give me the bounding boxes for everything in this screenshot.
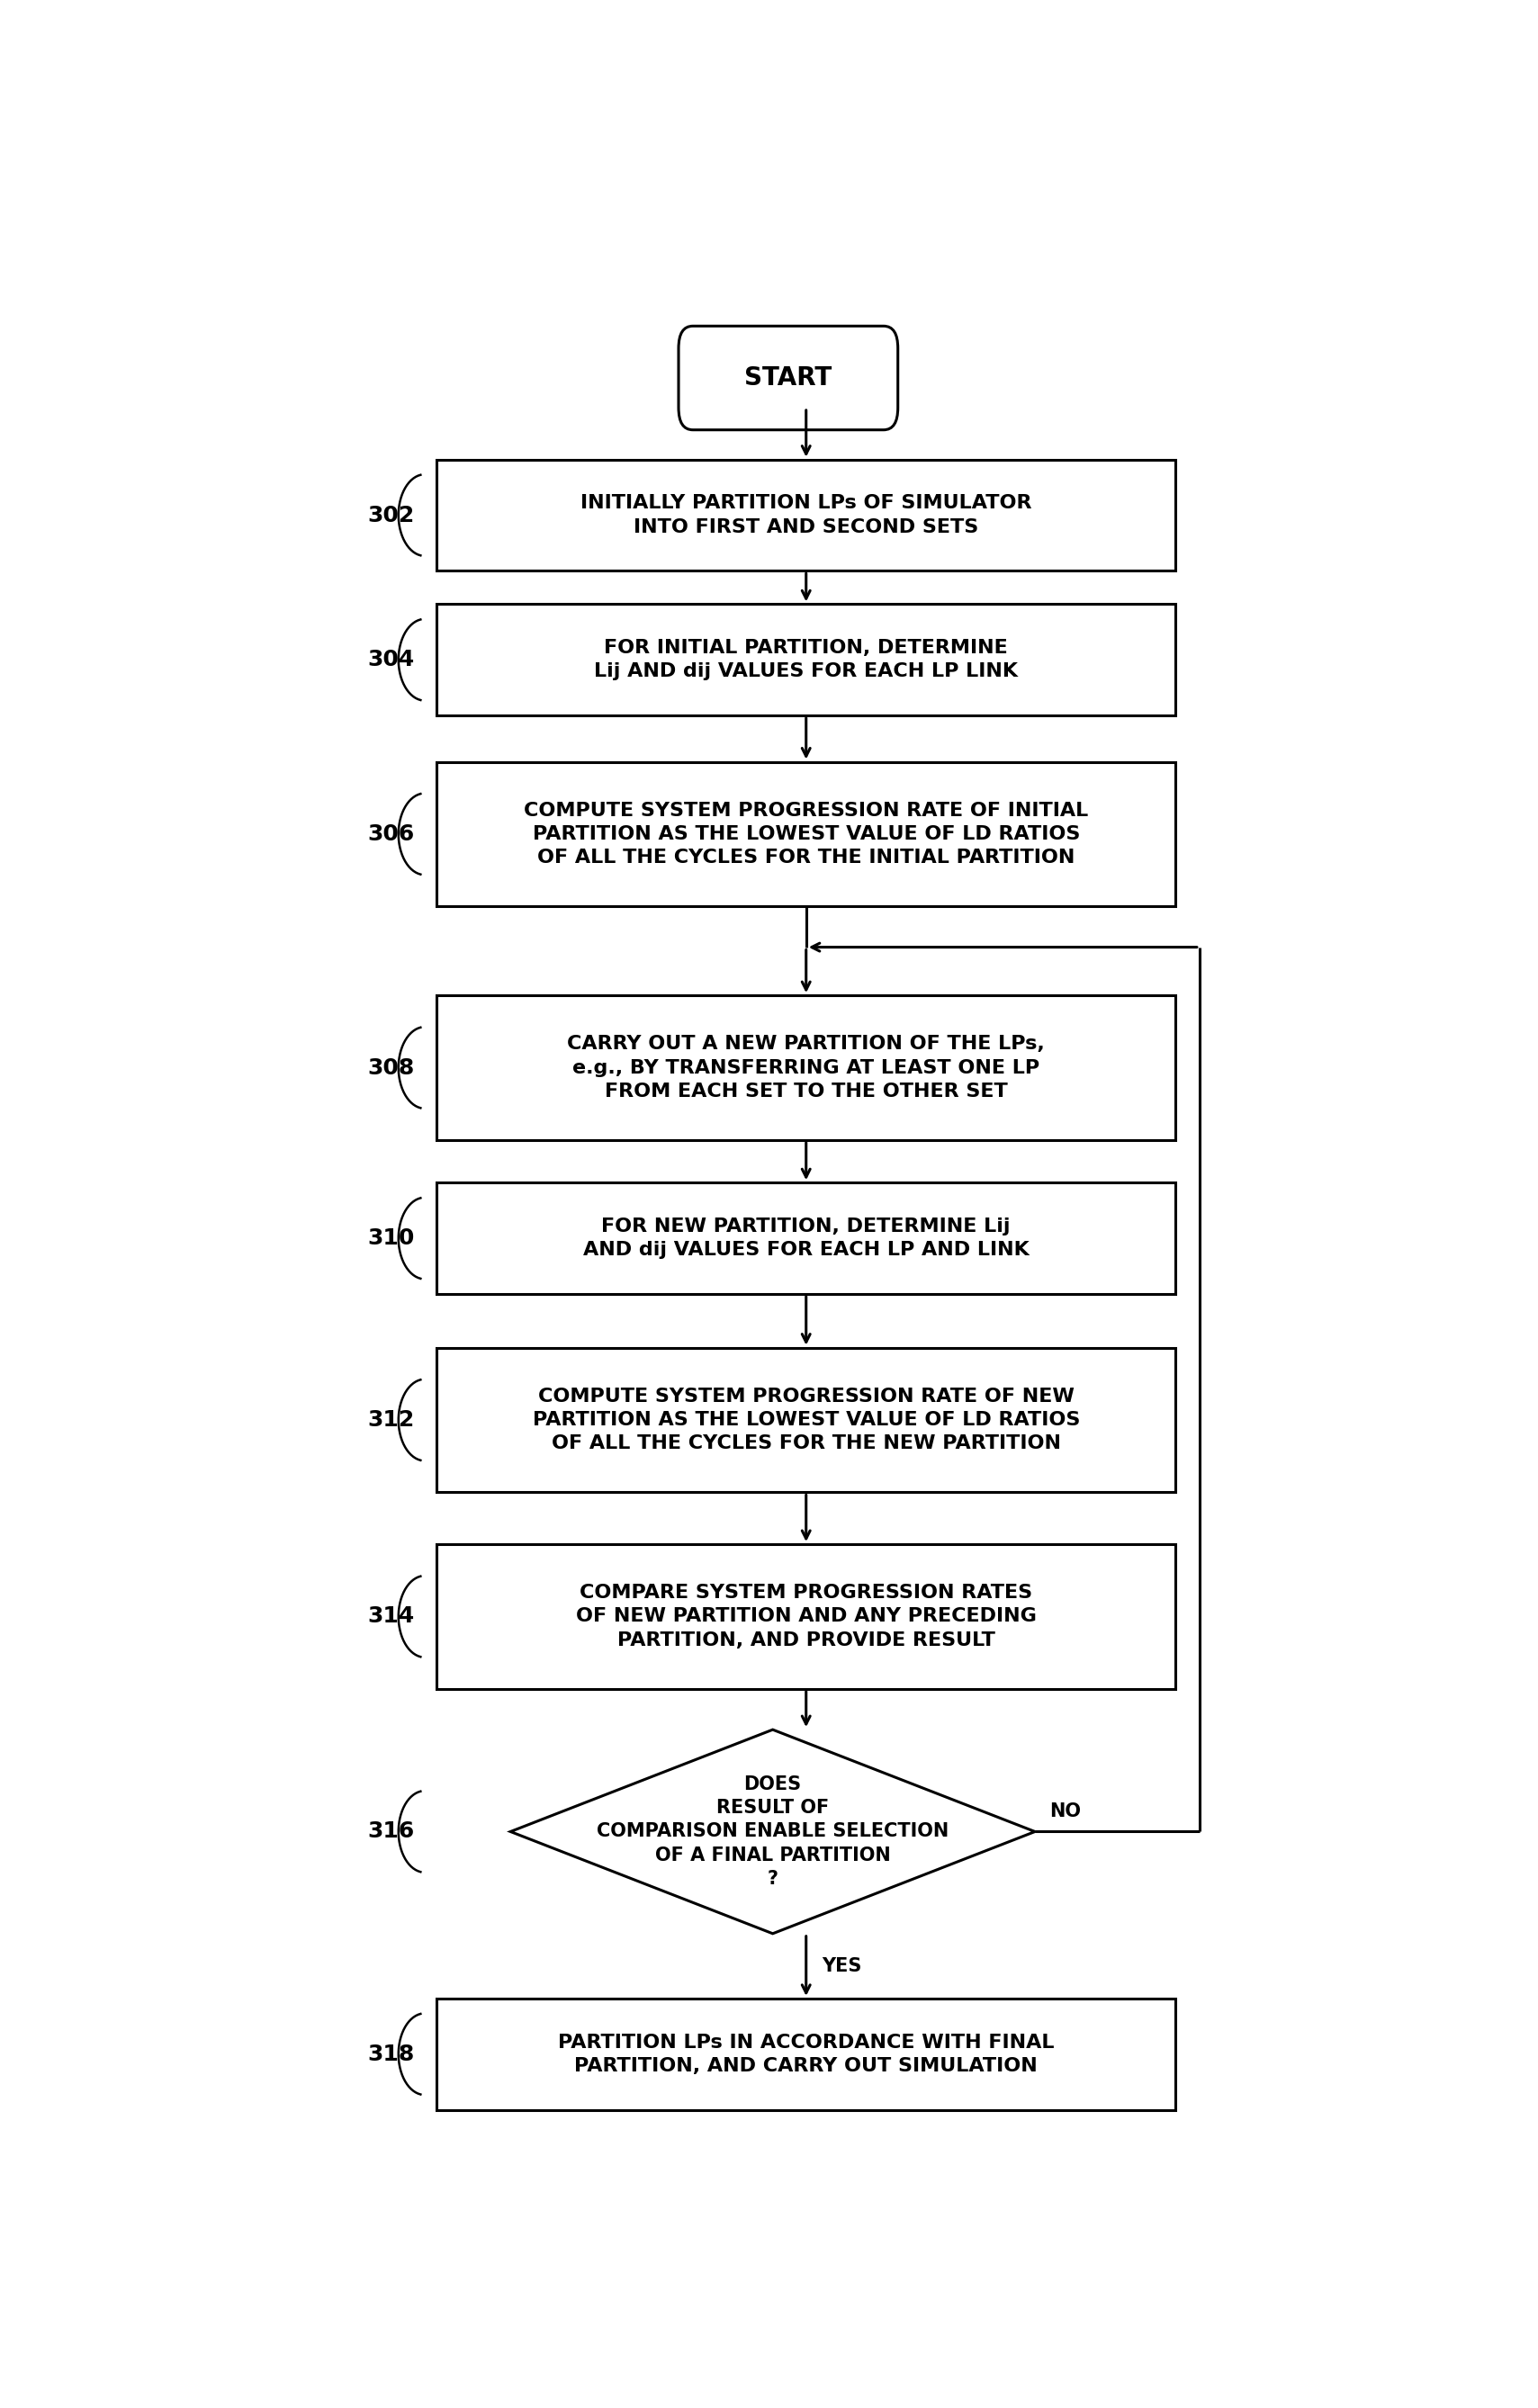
Text: COMPARE SYSTEM PROGRESSION RATES
OF NEW PARTITION AND ANY PRECEDING
PARTITION, A: COMPARE SYSTEM PROGRESSION RATES OF NEW … (575, 1584, 1037, 1649)
Text: FOR INITIAL PARTITION, DETERMINE
Lij AND dij VALUES FOR EACH LP LINK: FOR INITIAL PARTITION, DETERMINE Lij AND… (594, 638, 1018, 681)
Text: 316: 316 (368, 1820, 415, 1842)
Text: COMPUTE SYSTEM PROGRESSION RATE OF NEW
PARTITION AS THE LOWEST VALUE OF LD RATIO: COMPUTE SYSTEM PROGRESSION RATE OF NEW P… (532, 1387, 1080, 1452)
Text: 318: 318 (368, 2044, 415, 2066)
Bar (437, 1182, 1175, 1293)
Text: 306: 306 (368, 824, 415, 845)
Text: 302: 302 (368, 503, 415, 525)
Text: COMPUTE SYSTEM PROGRESSION RATE OF INITIAL
PARTITION AS THE LOWEST VALUE OF LD R: COMPUTE SYSTEM PROGRESSION RATE OF INITI… (524, 802, 1089, 867)
Text: YES: YES (821, 1958, 861, 1975)
Text: START: START (744, 366, 832, 390)
Text: 310: 310 (368, 1228, 415, 1250)
Text: NO: NO (1049, 1804, 1081, 1820)
Bar (437, 1544, 1175, 1688)
Polygon shape (511, 1729, 1035, 1934)
Text: PARTITION LPs IN ACCORDANCE WITH FINAL
PARTITION, AND CARRY OUT SIMULATION: PARTITION LPs IN ACCORDANCE WITH FINAL P… (558, 2032, 1054, 2076)
FancyBboxPatch shape (678, 325, 898, 431)
Text: DOES
RESULT OF
COMPARISON ENABLE SELECTION
OF A FINAL PARTITION
?: DOES RESULT OF COMPARISON ENABLE SELECTI… (597, 1775, 949, 1888)
Text: 308: 308 (368, 1057, 415, 1079)
Text: 304: 304 (368, 650, 415, 669)
Text: 312: 312 (368, 1409, 415, 1430)
Bar (437, 604, 1175, 715)
Bar (437, 1999, 1175, 2109)
Text: CARRY OUT A NEW PARTITION OF THE LPs,
e.g., BY TRANSFERRING AT LEAST ONE LP
FROM: CARRY OUT A NEW PARTITION OF THE LPs, e.… (568, 1035, 1044, 1100)
Bar (437, 995, 1175, 1139)
Text: 314: 314 (368, 1606, 415, 1628)
Bar (437, 1348, 1175, 1493)
Bar (437, 460, 1175, 571)
Text: FOR NEW PARTITION, DETERMINE Lij
AND dij VALUES FOR EACH LP AND LINK: FOR NEW PARTITION, DETERMINE Lij AND dij… (583, 1218, 1029, 1259)
Text: INITIALLY PARTITION LPs OF SIMULATOR
INTO FIRST AND SECOND SETS: INITIALLY PARTITION LPs OF SIMULATOR INT… (580, 494, 1032, 537)
Bar (437, 761, 1175, 905)
